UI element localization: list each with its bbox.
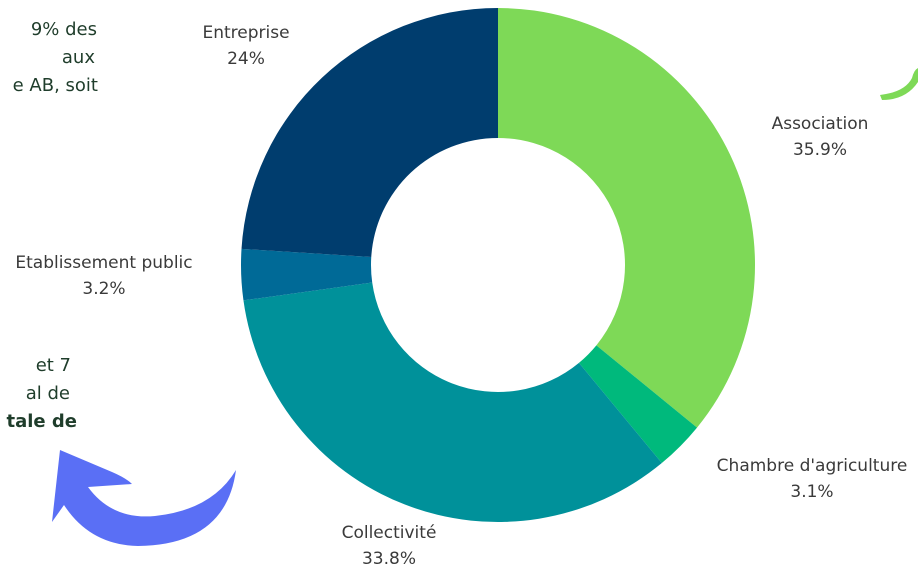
donut-slice [241, 8, 498, 258]
slice-value-label: 24% [227, 49, 265, 69]
side-text-line: al de [26, 383, 70, 404]
slice-label: Collectivité [342, 523, 437, 543]
donut-slice [241, 248, 373, 301]
side-text: 9% des aux e AB, soit et 7 al de tale de [7, 19, 99, 432]
slice-label: Association [772, 114, 869, 134]
slice-value-label: 3.1% [790, 482, 833, 502]
slice-value-label: 33.8% [362, 549, 416, 569]
slice-label: Etablissement public [15, 253, 192, 273]
decoration-curve [880, 68, 918, 100]
slice-value-label: 35.9% [793, 140, 847, 160]
donut-slice [578, 345, 698, 464]
slice-label: Entreprise [202, 23, 289, 43]
side-text-line: 9% des [31, 19, 97, 40]
side-text-line: et 7 [36, 355, 71, 376]
slice-value-label: 3.2% [82, 279, 125, 299]
donut-slice [243, 282, 662, 522]
slice-label: Chambre d'agriculture [717, 456, 908, 476]
donut-slice [498, 8, 756, 428]
decoration-arrow [52, 450, 236, 546]
side-text-line: e AB, soit [13, 75, 98, 96]
side-text-line: tale de [7, 411, 78, 432]
side-text-line: aux [62, 47, 95, 68]
